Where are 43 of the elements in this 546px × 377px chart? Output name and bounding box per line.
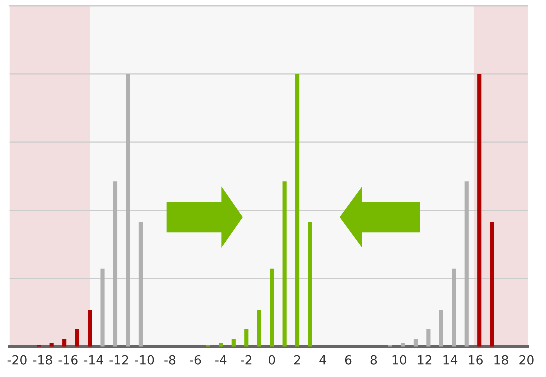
bar [257, 310, 262, 347]
bar [464, 182, 469, 347]
bar [244, 329, 249, 347]
x-tick-label: -18 [33, 355, 52, 365]
x-tick-label: 14 [444, 356, 458, 365]
bar [452, 268, 456, 347]
bar [75, 329, 80, 347]
bar [113, 182, 118, 347]
bar [88, 310, 92, 347]
bar [401, 343, 406, 347]
bar [414, 339, 418, 347]
bar [490, 222, 494, 347]
x-tick-label: 0 [268, 355, 276, 365]
x-tick-label: -16 [58, 355, 78, 365]
bar [62, 339, 67, 347]
x-tick-label: 10 [392, 355, 407, 365]
x-tick-label: -12 [110, 355, 128, 365]
x-tick-label: 8 [370, 355, 378, 365]
bar [296, 74, 300, 347]
bar [270, 268, 274, 347]
x-tick-label: -14 [84, 356, 104, 365]
x-tick-label: 6 [345, 355, 352, 365]
bar [308, 222, 312, 347]
bar [232, 339, 236, 347]
x-tick-label: 2 [294, 355, 300, 365]
x-tick-label: -4 [216, 356, 227, 365]
x-tick-label: -10 [135, 355, 154, 365]
x-tick-label: -20 [8, 355, 27, 365]
bar [138, 222, 143, 347]
x-tick-label: 20 [520, 355, 534, 365]
x-tick-label: 12 [418, 355, 432, 365]
x-tick-label: -2 [241, 355, 252, 365]
bar [100, 268, 105, 347]
x-tick-label: -8 [164, 355, 176, 365]
bar [426, 329, 431, 347]
x-tick-label: 4 [320, 356, 326, 365]
x-tick-label: -6 [190, 355, 202, 365]
x-tick-label: 18 [494, 355, 508, 365]
bar [478, 74, 482, 347]
bar [126, 74, 130, 347]
bar [282, 182, 287, 347]
bar [439, 310, 444, 347]
x-tick-label: 16 [469, 355, 483, 365]
